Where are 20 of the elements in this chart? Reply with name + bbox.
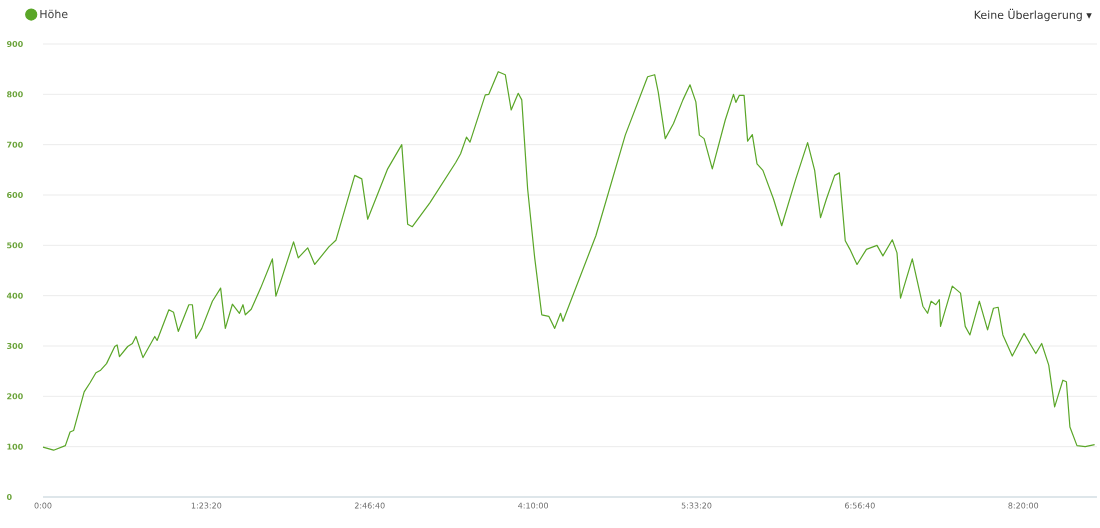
y-tick-label: 400: [6, 292, 23, 299]
y-tick-label: 200: [7, 393, 23, 400]
x-tick-label: 6:56:40: [845, 502, 875, 509]
y-tick-label: 300: [7, 342, 23, 350]
line-series: [42, 71, 1096, 451]
x-tick-label: 1:23:20: [191, 502, 222, 509]
y-tick-label: 600: [7, 191, 23, 199]
x-tick-label: 0:00: [34, 502, 52, 509]
text: Keine Überlagerung ▾: [974, 8, 1092, 22]
y-tick-label: 700: [7, 141, 23, 148]
x-tick-label: 5:33:20: [681, 502, 712, 509]
y-tick-label: 100: [7, 443, 23, 450]
legend-label: Höhe: [40, 9, 68, 19]
x-tick-label: 4:10:00: [518, 502, 549, 509]
y-tick-label: 0: [6, 493, 12, 501]
y-tick-label: 900: [6, 40, 23, 48]
x-tick-label: 8:20:00: [1008, 502, 1039, 509]
y-tick-label: 500: [7, 242, 23, 249]
y-tick-label: 800: [7, 91, 23, 98]
x-tick-label: 2:46:40: [354, 502, 385, 509]
